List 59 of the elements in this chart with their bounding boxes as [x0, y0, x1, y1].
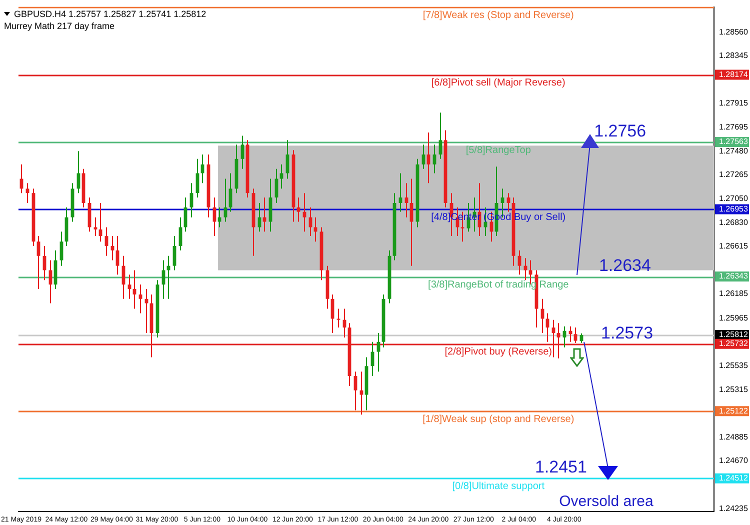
- y-tick-label: 1.27563: [719, 137, 748, 146]
- ref-line-label: [6/8]Pivot sell (Major Reverse): [431, 77, 566, 88]
- ref-line-label: [0/8]Ultimate support: [452, 481, 545, 492]
- y-tick-label: 1.27915: [719, 98, 748, 108]
- y-tick-label: 1.25965: [719, 313, 748, 322]
- candlestick: [190, 182, 194, 218]
- candlestick: [110, 236, 114, 261]
- y-tick-label: 1.27480: [719, 146, 748, 156]
- y-tick-label: 1.25812: [719, 330, 748, 340]
- candlestick: [274, 168, 278, 204]
- candlestick: [144, 288, 148, 334]
- candlestick: [546, 312, 550, 342]
- y-tick-label: 1.26185: [719, 289, 748, 298]
- candlestick: [138, 284, 142, 314]
- y-tick-label: 1.26343: [719, 272, 748, 281]
- candlestick: [336, 308, 340, 328]
- y-tick-label: 1.24670: [719, 456, 748, 466]
- annotation: 1.2634: [598, 256, 651, 276]
- y-tick-label: 1.26830: [719, 218, 748, 228]
- y-tick-label: 1.27050: [719, 194, 748, 203]
- y-tick-label: 1.26953: [719, 204, 748, 214]
- candlestick: [128, 274, 132, 300]
- y-tick-label: 1.28345: [719, 51, 748, 60]
- annotation: Oversold area: [559, 493, 654, 510]
- y-tick-label: 1.25535: [719, 360, 748, 370]
- y-tick-label: 1.24885: [719, 432, 748, 442]
- y-tick-label: 1.28174: [719, 70, 748, 79]
- candlestick: [438, 112, 442, 160]
- y-tick-label: 1.28560: [719, 27, 748, 36]
- chart-title: GBPUSD.H4 1.25757 1.25827 1.25741 1.25812: [14, 8, 206, 20]
- candlestick: [60, 231, 64, 266]
- candlestick: [94, 216, 98, 237]
- y-tick-label: 1.27695: [719, 122, 748, 132]
- candlestick: [26, 182, 30, 204]
- candlestick: [178, 216, 182, 251]
- annotation: 1.2573: [601, 323, 654, 342]
- candlestick: [162, 260, 166, 300]
- candlestick: [314, 216, 318, 242]
- candlestick: [296, 196, 300, 222]
- y-tick-label: 1.25315: [719, 385, 748, 394]
- annotation: 1.2756: [594, 122, 646, 141]
- candlestick: [354, 371, 358, 411]
- ref-line-label: [1/8]Weak sup (stop and Reverse): [422, 414, 574, 425]
- candlestick: [48, 260, 52, 304]
- candlestick: [36, 236, 40, 290]
- candlestick: [228, 172, 232, 212]
- ref-line-label: [7/8]Weak res (Stop and Reverse): [422, 10, 574, 22]
- candlestick: [360, 371, 364, 416]
- y-tick-label: 1.25732: [719, 339, 748, 348]
- candlestick: [240, 135, 244, 170]
- y-tick-label: 1.24235: [719, 504, 748, 514]
- text: Murrey Math 217 day frame: [4, 20, 116, 32]
- ref-line-label: [2/8]Pivot buy (Reverse): [444, 346, 552, 358]
- y-tick-label: 1.26615: [719, 242, 748, 251]
- y-tick-label: 1.27265: [719, 170, 748, 180]
- ref-line-label: [5/8]RangeTop: [466, 144, 532, 156]
- annotation: 1.2451: [534, 458, 587, 477]
- y-tick-label: 1.25122: [719, 406, 748, 416]
- y-tick-label: 1.24512: [719, 474, 748, 483]
